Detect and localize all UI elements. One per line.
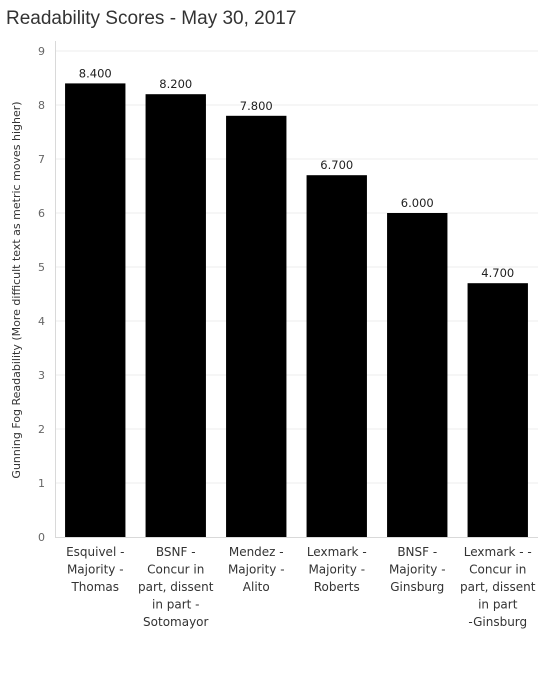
data-labels: 8.400 8.200 7.800 6.700 6.000 4.700 — [79, 66, 514, 280]
y-tick-label-3: 3 — [38, 369, 45, 382]
category-label-2: BSNF -Concur in part, dissent in part -Sot… — [138, 545, 214, 629]
bar-5 — [387, 213, 448, 537]
bar-3 — [226, 115, 287, 538]
data-label-5: 6.000 — [401, 196, 434, 210]
y-tick-label-4: 4 — [38, 315, 45, 328]
y-tick-label-7: 7 — [38, 153, 45, 166]
y-tick-label-5: 5 — [38, 261, 45, 274]
category-label-3: Mendez -Majority -Alito — [228, 545, 285, 594]
bar-1 — [65, 83, 126, 538]
y-tick-label-9: 9 — [38, 45, 45, 58]
category-label-1: Esquivel -Majority -Thomas — [66, 545, 124, 594]
y-tick-label-1: 1 — [38, 477, 45, 490]
data-label-2: 8.200 — [159, 77, 192, 91]
data-label-3: 7.800 — [240, 99, 273, 113]
y-tick-label-8: 8 — [38, 99, 45, 112]
category-label-5: BNSF -Majority -Ginsburg — [389, 545, 446, 594]
bars — [65, 83, 528, 538]
category-labels: Esquivel -Majority -Thomas BSNF -Concur i… — [66, 545, 536, 629]
y-axis-title: Gunning Fog Readability (More difficult … — [10, 101, 23, 478]
bar-4 — [306, 175, 367, 537]
chart-title: Readability Scores - May 30, 2017 — [6, 8, 297, 29]
data-label-1: 8.400 — [79, 66, 112, 80]
bar-6 — [467, 283, 528, 537]
data-label-4: 6.700 — [320, 158, 353, 172]
data-label-6: 4.700 — [481, 266, 514, 280]
category-label-4: Lexmark -Majority -Roberts — [307, 545, 367, 594]
category-label-6: Lexmark - -Concur in part, dissent in part… — [460, 545, 536, 629]
gridlines — [55, 50, 538, 484]
bar-2 — [145, 94, 206, 537]
y-tick-label-0: 0 — [38, 531, 45, 544]
axes: 0 1 2 3 4 5 6 7 8 9 — [38, 41, 538, 544]
y-tick-label-2: 2 — [38, 423, 45, 436]
y-tick-label-6: 6 — [38, 207, 45, 220]
